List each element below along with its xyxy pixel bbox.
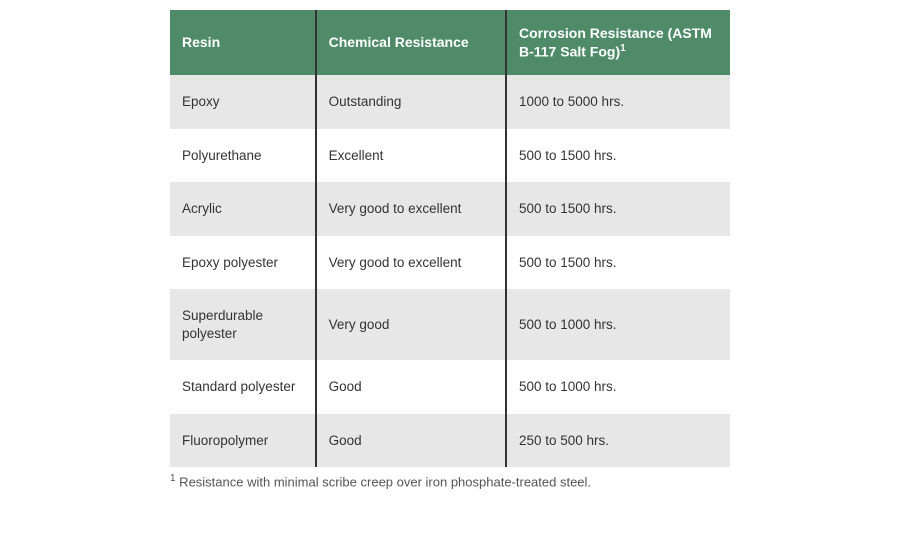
resin-resistance-table: Resin Chemical Resistance Corrosion Resi…	[170, 10, 730, 467]
footnote: 1 Resistance with minimal scribe creep o…	[170, 473, 730, 489]
cell-resin: Fluoropolymer	[170, 414, 316, 468]
cell-corr: 500 to 1500 hrs.	[506, 182, 730, 236]
col-resin-header: Resin	[170, 10, 316, 75]
cell-chem: Very good	[316, 289, 506, 360]
footnote-text: Resistance with minimal scribe creep ove…	[176, 475, 591, 490]
table-row: Standard polyesterGood500 to 1000 hrs.	[170, 360, 730, 414]
table-row: FluoropolymerGood250 to 500 hrs.	[170, 414, 730, 468]
cell-corr: 500 to 1500 hrs.	[506, 129, 730, 183]
cell-corr: 500 to 1500 hrs.	[506, 236, 730, 290]
cell-corr: 250 to 500 hrs.	[506, 414, 730, 468]
table-row: PolyurethaneExcellent500 to 1500 hrs.	[170, 129, 730, 183]
col-corr-header: Corrosion Resistance (ASTM B-117 Salt Fo…	[506, 10, 730, 75]
cell-chem: Very good to excellent	[316, 182, 506, 236]
table-row: AcrylicVery good to excellent500 to 1500…	[170, 182, 730, 236]
cell-corr: 500 to 1000 hrs.	[506, 289, 730, 360]
cell-chem: Good	[316, 360, 506, 414]
cell-resin: Standard polyester	[170, 360, 316, 414]
cell-resin: Epoxy	[170, 75, 316, 129]
cell-corr: 500 to 1000 hrs.	[506, 360, 730, 414]
col-chem-header: Chemical Resistance	[316, 10, 506, 75]
cell-resin: Polyurethane	[170, 129, 316, 183]
table-body: EpoxyOutstanding1000 to 5000 hrs.Polyure…	[170, 75, 730, 467]
table-header: Resin Chemical Resistance Corrosion Resi…	[170, 10, 730, 75]
table-row: Epoxy polyesterVery good to excellent500…	[170, 236, 730, 290]
cell-chem: Good	[316, 414, 506, 468]
col-corr-header-sup: 1	[620, 43, 626, 54]
cell-corr: 1000 to 5000 hrs.	[506, 75, 730, 129]
header-row: Resin Chemical Resistance Corrosion Resi…	[170, 10, 730, 75]
cell-chem: Excellent	[316, 129, 506, 183]
cell-resin: Acrylic	[170, 182, 316, 236]
col-corr-header-text: Corrosion Resistance (ASTM B-117 Salt Fo…	[519, 25, 712, 60]
cell-resin: Superdurable polyester	[170, 289, 316, 360]
table-row: Superdurable polyesterVery good500 to 10…	[170, 289, 730, 360]
cell-chem: Outstanding	[316, 75, 506, 129]
table-row: EpoxyOutstanding1000 to 5000 hrs.	[170, 75, 730, 129]
cell-chem: Very good to excellent	[316, 236, 506, 290]
cell-resin: Epoxy polyester	[170, 236, 316, 290]
